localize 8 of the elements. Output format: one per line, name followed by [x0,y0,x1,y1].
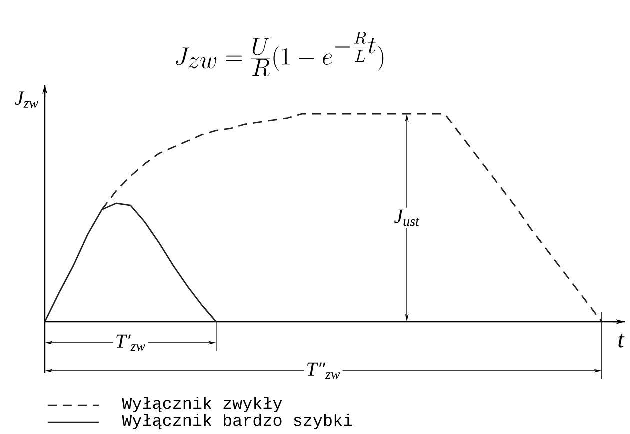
legend-label: Wyłącznik zwykły [122,396,282,413]
text: $J_{zw} = \frac{U}{R}(1 - e^{-\frac{R}{L}t})$ [176,32,384,77]
text: T′$_{zw}$ [116,334,146,352]
text: T″$_{zw}$ [307,362,340,380]
y-axis-title: J$_{zw}$ [15,92,38,108]
annotation: J$_{ust}$ [394,210,420,226]
x-axis-title: t [618,334,625,348]
legend-label: Wyłącznik bardzo szybki [122,414,352,430]
